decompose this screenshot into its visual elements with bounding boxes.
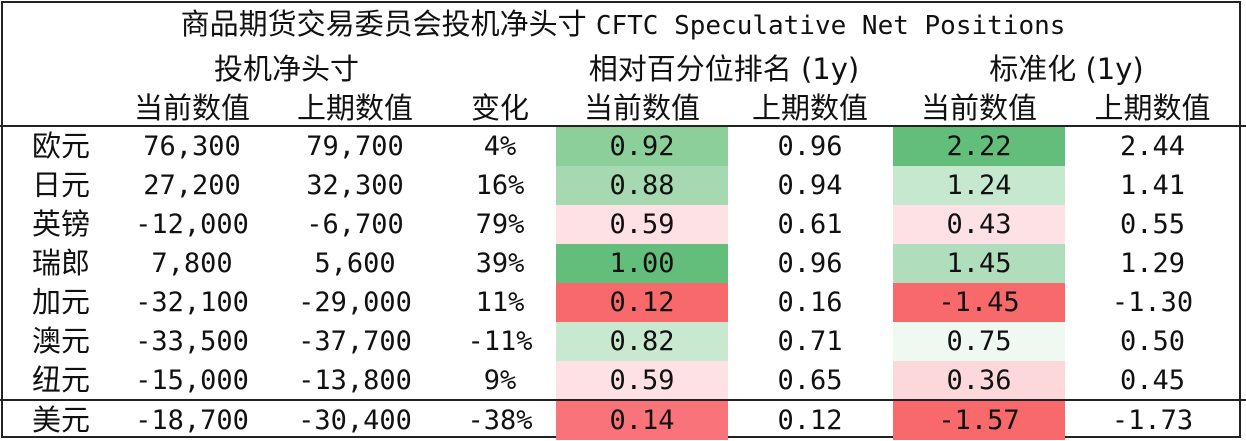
- pct-previous: 0.94: [777, 170, 843, 201]
- usd-divider: [0, 399, 1246, 401]
- net-change: -38%: [467, 405, 533, 436]
- currency-name: 瑞郎: [32, 246, 91, 280]
- net-previous: -6,700: [306, 209, 404, 240]
- net-current: 27,200: [143, 170, 241, 201]
- pct-current: 0.12: [556, 283, 728, 322]
- net-change: 4%: [483, 131, 517, 162]
- z-previous: 0.45: [1119, 365, 1186, 396]
- z-previous: 0.50: [1119, 326, 1186, 357]
- pct-current: 0.88: [556, 166, 728, 205]
- net-change: 9%: [483, 365, 517, 396]
- z-current: 0.75: [893, 322, 1065, 361]
- z-previous: 1.41: [1119, 170, 1186, 201]
- header-divider: [0, 125, 1246, 127]
- net-previous: 79,700: [306, 131, 404, 162]
- net-change: 11%: [475, 287, 525, 318]
- pct-previous: 0.61: [777, 209, 843, 240]
- net-previous: -37,700: [298, 326, 412, 357]
- z-previous: 0.55: [1119, 209, 1186, 240]
- pct-previous: 0.16: [777, 287, 843, 318]
- currency-name: 纽元: [32, 363, 91, 397]
- z-previous: 1.29: [1119, 248, 1186, 279]
- pct-current: 0.82: [556, 322, 728, 361]
- table-row: 纽元 -15,000 -13,800 9% 0.59 0.65 0.36 0.45: [0, 361, 1246, 400]
- pct-current: 0.92: [556, 127, 728, 166]
- table-row: 加元 -32,100 -29,000 11% 0.12 0.16 -1.45 -1.30: [0, 283, 1246, 322]
- table-row: 澳元 -33,500 -37,700 -11% 0.82 0.71 0.75 0.50: [0, 322, 1246, 361]
- z-previous: -1.30: [1111, 287, 1194, 318]
- net-previous: -29,000: [298, 287, 412, 318]
- pct-current: 0.59: [556, 361, 728, 400]
- net-previous: 5,600: [314, 248, 396, 279]
- table-row: 日元 27,200 32,300 16% 0.88 0.94 1.24 1.41: [0, 166, 1246, 205]
- table-row: 欧元 76,300 79,700 4% 0.92 0.96 2.22 2.44: [0, 127, 1246, 166]
- col-header-z-previous: 上期数值: [1094, 91, 1211, 125]
- pct-current: 0.14: [556, 401, 728, 440]
- z-previous: 2.44: [1119, 131, 1186, 162]
- z-current: 0.36: [893, 361, 1065, 400]
- z-current: -1.57: [893, 401, 1065, 440]
- pct-previous: 0.71: [777, 326, 843, 357]
- z-current: 0.43: [893, 205, 1065, 244]
- col-header-previous: 上期数值: [296, 91, 413, 125]
- net-previous: -13,800: [298, 365, 412, 396]
- table-title: 商品期货交易委员会投机净头寸 CFTC Speculative Net Posi…: [0, 6, 1246, 44]
- col-header-current: 当前数值: [133, 91, 250, 125]
- col-header-pct-current: 当前数值: [583, 91, 700, 125]
- col-header-z-current: 当前数值: [920, 91, 1037, 125]
- currency-name: 欧元: [32, 129, 91, 163]
- net-previous: 32,300: [306, 170, 404, 201]
- pct-previous: 0.65: [777, 365, 843, 396]
- title-english: CFTC Speculative Net Positions: [595, 11, 1066, 41]
- z-current: 1.45: [893, 244, 1065, 283]
- net-current: -33,500: [135, 326, 249, 357]
- net-current: -18,700: [135, 405, 249, 436]
- group-standardized: 标准化 (1y): [989, 52, 1144, 86]
- table-row: 英镑 -12,000 -6,700 79% 0.59 0.61 0.43 0.55: [0, 205, 1246, 244]
- group-percentile-rank: 相对百分位排名 (1y): [588, 52, 860, 86]
- pct-previous: 0.96: [777, 248, 843, 279]
- z-current: 1.24: [893, 166, 1065, 205]
- table-row: 美元 -18,700 -30,400 -38% 0.14 0.12 -1.57 -1.73: [0, 401, 1246, 440]
- net-change: 39%: [475, 248, 525, 279]
- net-change: 16%: [475, 170, 525, 201]
- net-previous: -30,400: [298, 405, 412, 436]
- z-current: -1.45: [893, 283, 1065, 322]
- net-current: 76,300: [143, 131, 241, 162]
- currency-name: 英镑: [32, 207, 91, 241]
- group-net-positions: 投机净头寸: [213, 52, 359, 86]
- z-current: 2.22: [893, 127, 1065, 166]
- table-row: 瑞郎 7,800 5,600 39% 1.00 0.96 1.45 1.29: [0, 244, 1246, 283]
- currency-name: 日元: [32, 168, 91, 202]
- net-current: -15,000: [135, 365, 249, 396]
- net-change: -11%: [467, 326, 533, 357]
- pct-current: 1.00: [556, 244, 728, 283]
- title-chinese: 商品期货交易委员会投机净头寸: [180, 7, 587, 41]
- col-header-pct-previous: 上期数值: [751, 91, 868, 125]
- net-current: 7,800: [151, 248, 233, 279]
- col-header-change: 变化: [470, 91, 529, 125]
- pct-previous: 0.12: [777, 405, 843, 436]
- pct-previous: 0.96: [777, 131, 843, 162]
- net-change: 79%: [475, 209, 525, 240]
- currency-name: 加元: [32, 285, 91, 319]
- currency-name: 澳元: [32, 324, 91, 358]
- pct-current: 0.59: [556, 205, 728, 244]
- net-current: -32,100: [135, 287, 249, 318]
- z-previous: -1.73: [1111, 405, 1194, 436]
- net-current: -12,000: [135, 209, 249, 240]
- currency-name: 美元: [32, 403, 91, 437]
